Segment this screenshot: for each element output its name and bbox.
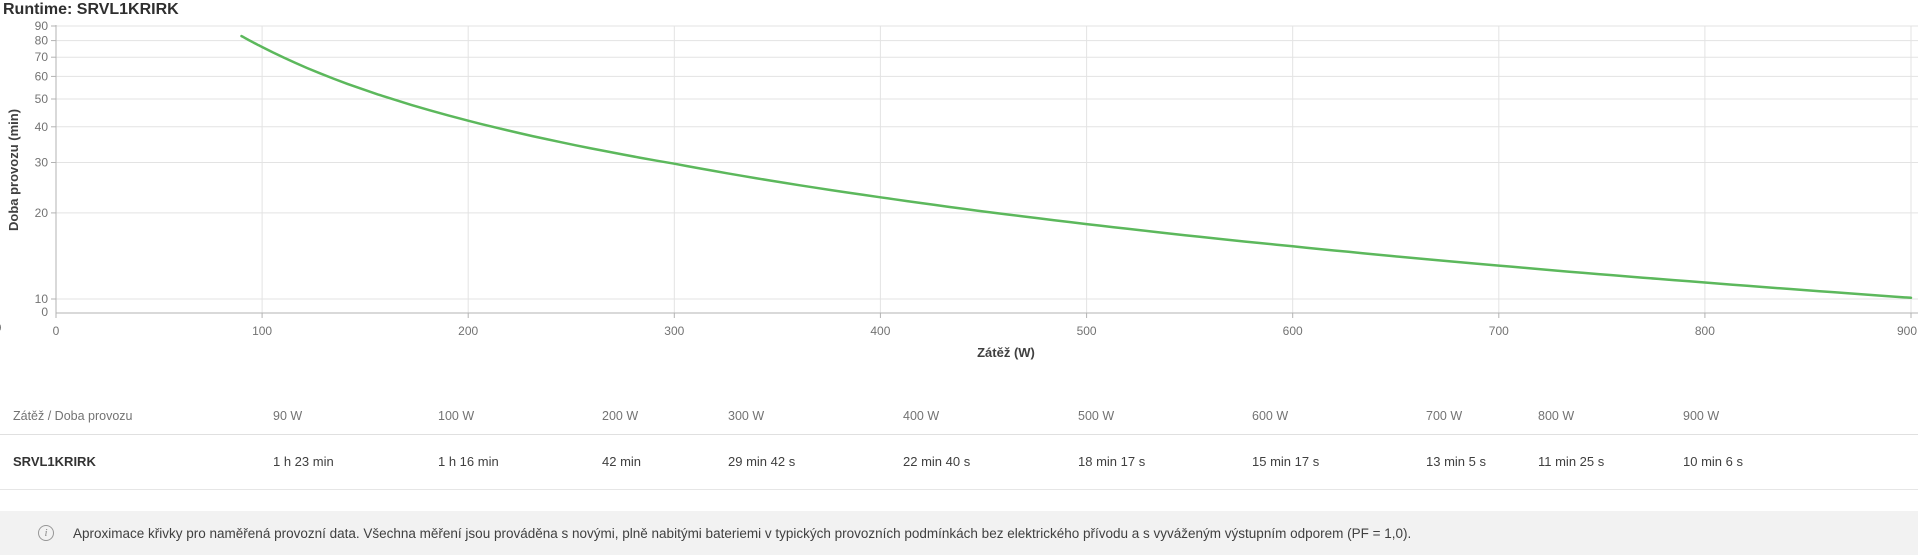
svg-text:600: 600 xyxy=(1283,324,1303,338)
runtime-value-cell: 1 h 23 min xyxy=(260,434,425,490)
table-row: SRVL1KRIRK 1 h 23 min 1 h 16 min 42 min 29 … xyxy=(0,434,1918,490)
runtime-value-cell: 15 min 17 s xyxy=(1239,434,1413,490)
y-zero-label: 0 xyxy=(41,305,48,319)
svg-text:700: 700 xyxy=(1489,324,1509,338)
y-axis-title: Doba provozu (min) xyxy=(6,109,21,231)
clipped-edge-glyph: 0 xyxy=(0,320,1,335)
column-header: 100 W xyxy=(425,398,589,435)
gridlines xyxy=(56,25,1918,313)
svg-text:20: 20 xyxy=(35,206,49,220)
info-icon: i xyxy=(38,525,54,541)
info-note: i Aproximace křivky pro naměřená provozn… xyxy=(0,511,1918,555)
svg-text:300: 300 xyxy=(664,324,684,338)
svg-text:200: 200 xyxy=(458,324,478,338)
svg-text:0: 0 xyxy=(53,324,60,338)
column-header: 700 W xyxy=(1413,398,1525,435)
svg-text:100: 100 xyxy=(252,324,272,338)
svg-text:80: 80 xyxy=(35,34,49,48)
svg-text:900: 900 xyxy=(1897,324,1917,338)
axis-titles: Zátěž (W) Doba provozu (min) xyxy=(6,109,1035,360)
svg-text:90: 90 xyxy=(35,19,49,33)
axes xyxy=(51,25,1918,318)
runtime-value-cell: 22 min 40 s xyxy=(890,434,1065,490)
svg-text:400: 400 xyxy=(870,324,890,338)
svg-text:50: 50 xyxy=(35,92,49,106)
runtime-value-cell: 29 min 42 s xyxy=(715,434,890,490)
column-header: 90 W xyxy=(260,398,425,435)
runtime-value-cell: 42 min xyxy=(589,434,715,490)
model-name-cell: SRVL1KRIRK xyxy=(0,434,260,490)
chart-title: Runtime: SRVL1KRIRK xyxy=(3,1,179,18)
svg-text:30: 30 xyxy=(35,156,49,170)
column-header: 300 W xyxy=(715,398,890,435)
column-header: 200 W xyxy=(589,398,715,435)
runtime-value-cell: 10 min 6 s xyxy=(1670,434,1918,490)
runtime-table: Zátěž / Doba provozu 90 W 100 W 200 W 300 W… xyxy=(0,398,1918,490)
column-header: 800 W xyxy=(1525,398,1670,435)
runtime-value-cell: 13 min 5 s xyxy=(1413,434,1525,490)
runtime-value-cell: 11 min 25 s xyxy=(1525,434,1670,490)
x-axis-title: Zátěž (W) xyxy=(977,345,1035,360)
svg-text:40: 40 xyxy=(35,120,49,134)
svg-text:60: 60 xyxy=(35,69,49,83)
runtime-curve[interactable] xyxy=(240,34,1913,300)
table-header-row: Zátěž / Doba provozu 90 W 100 W 200 W 300 W… xyxy=(0,398,1918,435)
info-note-text: Aproximace křivky pro naměřená provozní … xyxy=(73,525,1412,541)
column-header: 900 W xyxy=(1670,398,1918,435)
column-header: 400 W xyxy=(890,398,1065,435)
runtime-value-cell: 18 min 17 s xyxy=(1065,434,1239,490)
column-header: 600 W xyxy=(1239,398,1413,435)
svg-text:10: 10 xyxy=(35,292,49,306)
svg-text:70: 70 xyxy=(35,50,49,64)
column-header: 500 W xyxy=(1065,398,1239,435)
corner-header-cell: Zátěž / Doba provozu xyxy=(0,398,260,435)
svg-text:800: 800 xyxy=(1695,324,1715,338)
svg-text:500: 500 xyxy=(1077,324,1097,338)
runtime-value-cell: 1 h 16 min xyxy=(425,434,589,490)
